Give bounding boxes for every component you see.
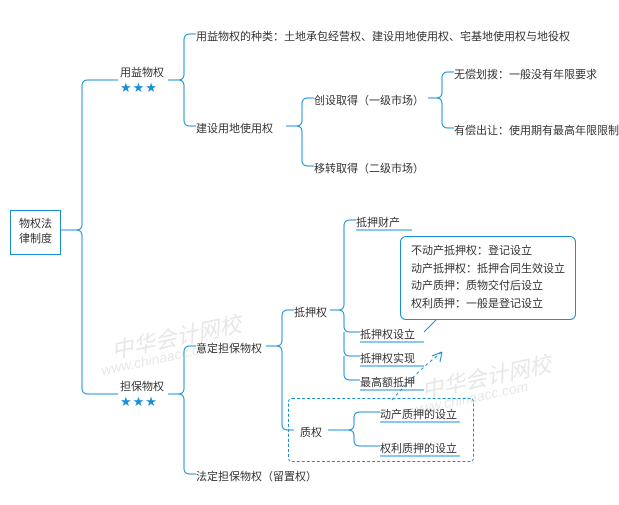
branch-usufruct-stars: ★★★	[120, 80, 164, 96]
branch-security: 担保物权 ★★★	[120, 378, 164, 410]
pledge-right: 质权	[300, 424, 322, 440]
callout-line-1: 不动产抵押权：登记设立	[411, 243, 565, 261]
transfer-acquire: 移转取得（二级市场）	[314, 160, 424, 176]
mortgage-property: 抵押财产	[356, 214, 400, 230]
callout-line-4: 权利质押：一般是登记设立	[411, 296, 565, 314]
branch-usufruct-label: 用益物权	[120, 64, 164, 80]
mortgage-right: 抵押权	[294, 304, 327, 320]
pledge-rights: 权利质押的设立	[380, 440, 457, 456]
pledge-movable: 动产质押的设立	[380, 406, 457, 422]
usufruct-types: 用益物权的种类：土地承包经营权、建设用地使用权、宅基地使用权与地役权	[196, 28, 570, 44]
mortgage-realize: 抵押权实现	[360, 350, 415, 366]
callout-line-3: 动产质押：质物交付后设立	[411, 278, 565, 296]
mortgage-max: 最高额抵押	[360, 374, 415, 390]
root-node: 物权法 律制度	[10, 210, 61, 255]
branch-usufruct: 用益物权 ★★★	[120, 64, 164, 96]
callout-line-2: 动产抵押权：抵押合同生效设立	[411, 261, 565, 279]
land-use-right: 建设用地使用权	[196, 120, 273, 136]
branch-security-label: 担保物权	[120, 378, 164, 394]
paid-grant: 有偿出让：使用期有最高年限限制	[454, 122, 619, 138]
legal-security: 法定担保物权（留置权）	[196, 468, 317, 484]
mortgage-setup: 抵押权设立	[360, 326, 415, 342]
free-allocation: 无偿划拨：一般没有年限要求	[454, 66, 597, 82]
agreed-security: 意定担保物权	[196, 340, 262, 356]
root-label: 物权法 律制度	[19, 218, 52, 245]
setup-callout: 不动产抵押权：登记设立 动产抵押权：抵押合同生效设立 动产质押：质物交付后设立 …	[400, 236, 576, 320]
branch-security-stars: ★★★	[120, 394, 164, 410]
create-acquire: 创设取得（一级市场）	[314, 92, 424, 108]
